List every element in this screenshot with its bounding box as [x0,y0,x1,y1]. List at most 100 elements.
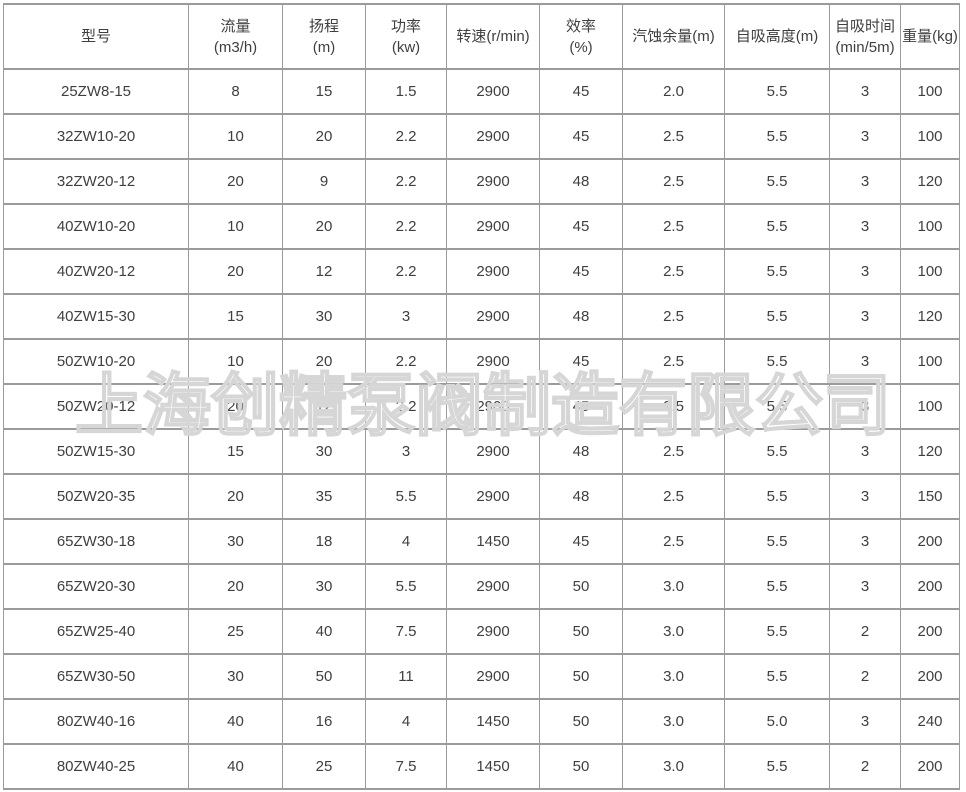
value-cell: 12 [282,248,366,295]
value-cell: 5.5 [724,113,830,160]
table-row: 65ZW25-40 25 40 7.5 2900 50 3.0 5.5 2 200 [3,608,960,655]
value-cell: 3 [829,518,901,565]
value-cell: 20 [188,563,283,610]
value-cell: 2.5 [622,113,725,160]
value-cell: 45 [539,68,623,115]
value-cell: 10 [188,338,283,385]
header-head: 扬程 (m) [282,3,366,70]
value-cell: 3 [829,203,901,250]
table-row: 32ZW10-20 10 20 2.2 2900 45 2.5 5.5 3 100 [3,113,960,160]
value-cell: 30 [282,293,366,340]
model-cell: 40ZW15-30 [3,293,189,340]
header-priming-time: 自吸时间 (min/5m) [829,3,901,70]
value-cell: 200 [900,743,960,790]
value-cell: 1450 [446,743,540,790]
value-cell: 45 [539,248,623,295]
value-cell: 3.0 [622,743,725,790]
value-cell: 3 [365,428,447,475]
value-cell: 200 [900,653,960,700]
value-cell: 5.5 [724,608,830,655]
value-cell: 18 [282,518,366,565]
value-cell: 2.2 [365,158,447,205]
value-cell: 2900 [446,563,540,610]
value-cell: 2900 [446,383,540,430]
value-cell: 50 [539,608,623,655]
value-cell: 2.5 [622,203,725,250]
value-cell: 2.2 [365,338,447,385]
table-row: 65ZW30-50 30 50 11 2900 50 3.0 5.5 2 200 [3,653,960,700]
value-cell: 2900 [446,293,540,340]
value-cell: 45 [539,383,623,430]
value-cell: 2 [829,743,901,790]
header-model: 型号 [3,3,189,70]
value-cell: 40 [188,743,283,790]
value-cell: 45 [539,113,623,160]
model-cell: 50ZW20-12 [3,383,189,430]
value-cell: 7.5 [365,743,447,790]
value-cell: 5.5 [365,563,447,610]
value-cell: 2900 [446,338,540,385]
value-cell: 5.5 [724,518,830,565]
value-cell: 100 [900,383,960,430]
value-cell: 2900 [446,608,540,655]
value-cell: 2 [829,608,901,655]
value-cell: 1450 [446,518,540,565]
value-cell: 120 [900,158,960,205]
model-cell: 25ZW8-15 [3,68,189,115]
value-cell: 5.0 [724,698,830,745]
table-row: 40ZW15-30 15 30 3 2900 48 2.5 5.5 3 120 [3,293,960,340]
value-cell: 2900 [446,113,540,160]
value-cell: 5.5 [724,563,830,610]
header-efficiency: 效率 (%) [539,3,623,70]
value-cell: 2900 [446,203,540,250]
value-cell: 240 [900,698,960,745]
value-cell: 2.5 [622,428,725,475]
value-cell: 3.0 [622,608,725,655]
value-cell: 20 [188,248,283,295]
value-cell: 200 [900,608,960,655]
value-cell: 5.5 [724,743,830,790]
value-cell: 3 [829,248,901,295]
model-cell: 40ZW20-12 [3,248,189,295]
value-cell: 1450 [446,698,540,745]
header-power: 功率 (kw) [365,3,447,70]
value-cell: 8 [188,68,283,115]
value-cell: 150 [900,473,960,520]
value-cell: 50 [539,563,623,610]
value-cell: 30 [188,518,283,565]
value-cell: 15 [188,428,283,475]
value-cell: 30 [188,653,283,700]
model-cell: 65ZW30-18 [3,518,189,565]
value-cell: 25 [188,608,283,655]
value-cell: 100 [900,113,960,160]
value-cell: 5.5 [724,653,830,700]
value-cell: 20 [282,338,366,385]
value-cell: 45 [539,203,623,250]
value-cell: 2.5 [622,338,725,385]
model-cell: 80ZW40-25 [3,743,189,790]
model-cell: 32ZW20-12 [3,158,189,205]
value-cell: 2.0 [622,68,725,115]
value-cell: 48 [539,473,623,520]
value-cell: 2 [829,653,901,700]
value-cell: 3 [829,428,901,475]
value-cell: 3 [829,113,901,160]
value-cell: 25 [282,743,366,790]
value-cell: 50 [539,698,623,745]
value-cell: 3 [829,293,901,340]
value-cell: 5.5 [724,383,830,430]
value-cell: 5.5 [724,68,830,115]
value-cell: 50 [539,653,623,700]
table-row: 50ZW20-12 20 12 2.2 2900 45 2.5 5.5 3 100 [3,383,960,430]
value-cell: 50 [539,743,623,790]
table-row: 80ZW40-25 40 25 7.5 1450 50 3.0 5.5 2 200 [3,743,960,790]
value-cell: 15 [188,293,283,340]
header-npsh: 汽蚀余量(m) [622,3,725,70]
table-row: 65ZW30-18 30 18 4 1450 45 2.5 5.5 3 200 [3,518,960,565]
value-cell: 48 [539,428,623,475]
value-cell: 3 [365,293,447,340]
value-cell: 40 [282,608,366,655]
header-weight: 重量(kg) [900,3,960,70]
value-cell: 2.2 [365,203,447,250]
